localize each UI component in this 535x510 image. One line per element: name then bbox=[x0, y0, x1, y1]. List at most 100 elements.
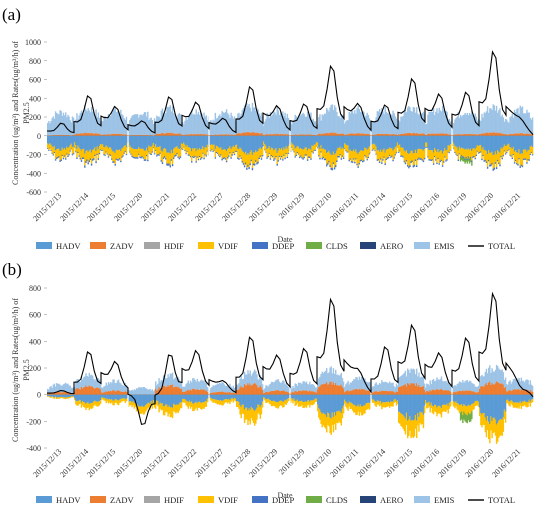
bar-zadv bbox=[174, 133, 176, 136]
bar-emis bbox=[170, 373, 173, 385]
bar-vdif bbox=[418, 416, 420, 432]
bar-emis bbox=[454, 119, 456, 135]
bar-zadv bbox=[75, 388, 77, 395]
bar-ddep bbox=[371, 150, 373, 151]
bar-hadv bbox=[466, 394, 469, 407]
bar-vdif bbox=[309, 401, 311, 408]
bar-emis bbox=[80, 110, 83, 134]
bar-hadv bbox=[61, 394, 64, 397]
bar-zadv bbox=[193, 388, 195, 395]
bar-zadv bbox=[276, 133, 278, 136]
bar-vdif bbox=[249, 152, 251, 164]
bar-zadv bbox=[351, 133, 354, 136]
bar-zadv bbox=[220, 391, 222, 395]
bar-emis bbox=[351, 380, 354, 391]
bar-zadv bbox=[474, 392, 476, 395]
bar-vdif bbox=[472, 403, 474, 411]
bar-emis bbox=[293, 119, 295, 135]
bar-vdif bbox=[390, 401, 392, 407]
legend-label: AERO bbox=[380, 495, 403, 505]
bar-zadv bbox=[275, 134, 277, 136]
bar-emis bbox=[439, 110, 442, 134]
bar-zadv bbox=[103, 392, 105, 395]
bar-hadv bbox=[376, 135, 379, 151]
bar-emis bbox=[470, 381, 472, 391]
bar-emis bbox=[211, 121, 213, 135]
bar-ddep bbox=[365, 156, 367, 158]
bar-emis bbox=[174, 378, 176, 388]
bar-zadv bbox=[59, 392, 61, 395]
bar-vdif bbox=[314, 398, 317, 402]
bar-hadv bbox=[81, 394, 84, 402]
bar-ddep bbox=[89, 158, 92, 161]
bar-ddep bbox=[167, 163, 169, 166]
bar-zadv bbox=[414, 385, 417, 395]
bar-zadv bbox=[102, 392, 104, 395]
bar-zadv bbox=[240, 385, 242, 395]
bar-hadv bbox=[449, 135, 452, 145]
bar-emis bbox=[79, 382, 82, 390]
bar-vdif bbox=[68, 396, 70, 399]
bar-vdif bbox=[241, 150, 244, 161]
bar-emis bbox=[393, 386, 395, 393]
bar-hadv bbox=[371, 135, 373, 145]
bar-hadv bbox=[463, 394, 465, 405]
bar-ddep bbox=[230, 157, 232, 159]
bar-zadv bbox=[329, 381, 331, 395]
bar-hadv bbox=[94, 394, 96, 401]
bar-zadv bbox=[255, 132, 257, 136]
bar-clds bbox=[462, 415, 464, 424]
bar-hadv bbox=[294, 394, 296, 401]
bar-vdif bbox=[134, 149, 137, 158]
bar-zadv bbox=[198, 389, 201, 395]
bar-emis bbox=[355, 377, 357, 389]
bar-zadv bbox=[150, 134, 152, 136]
bar-emis bbox=[428, 111, 430, 134]
bar-ddep bbox=[168, 163, 170, 166]
bar-emis bbox=[364, 378, 366, 390]
bar-zadv bbox=[97, 133, 100, 136]
bar-ddep bbox=[54, 159, 57, 161]
bar-vdif bbox=[455, 146, 457, 154]
bar-vdif bbox=[528, 399, 530, 404]
bar-zadv bbox=[481, 385, 483, 395]
bar-hadv bbox=[114, 135, 116, 154]
bar-ddep bbox=[519, 166, 521, 168]
bar-hadv bbox=[259, 394, 262, 408]
bar-vdif bbox=[108, 147, 111, 155]
bar-vdif bbox=[254, 410, 256, 426]
bar-hadv bbox=[84, 394, 86, 403]
bar-emis bbox=[231, 115, 233, 135]
bar-zadv bbox=[304, 134, 307, 136]
bar-hadv bbox=[383, 394, 385, 403]
bar-emis bbox=[499, 369, 501, 384]
bar-vdif bbox=[462, 406, 464, 416]
bar-hadv bbox=[328, 135, 330, 151]
bar-emis bbox=[418, 372, 420, 385]
legend-item-ddep: DDEP bbox=[252, 241, 294, 251]
bar-emis bbox=[404, 370, 407, 385]
bar-vdif bbox=[464, 405, 466, 414]
bar-hadv bbox=[429, 394, 431, 406]
x-tick-label: 2016/12/10 bbox=[301, 191, 333, 223]
bar-ddep bbox=[446, 159, 448, 161]
bar-ddep bbox=[106, 153, 109, 155]
bar-vdif bbox=[197, 150, 200, 159]
bar-ddep bbox=[284, 157, 286, 160]
bar-hadv bbox=[202, 394, 204, 403]
bar-emis bbox=[121, 384, 123, 392]
bar-vdif bbox=[425, 142, 427, 148]
bar-hadv bbox=[331, 394, 334, 413]
panel-a-legend: HADV ZADV HDIF VDIF DDEP CLDS AERO EMIS TOTAL bbox=[36, 241, 515, 251]
bar-vdif bbox=[89, 149, 92, 159]
bar-vdif bbox=[403, 416, 406, 432]
bar-zadv bbox=[248, 132, 250, 136]
bar-vdif bbox=[453, 143, 455, 149]
bar-zadv bbox=[272, 390, 274, 395]
bar-vdif bbox=[192, 148, 194, 157]
bar-emis bbox=[215, 118, 218, 135]
bar-zadv bbox=[257, 387, 259, 395]
bar-zadv bbox=[393, 392, 395, 395]
bar-hadv bbox=[408, 135, 410, 154]
bar-vdif bbox=[205, 401, 208, 408]
